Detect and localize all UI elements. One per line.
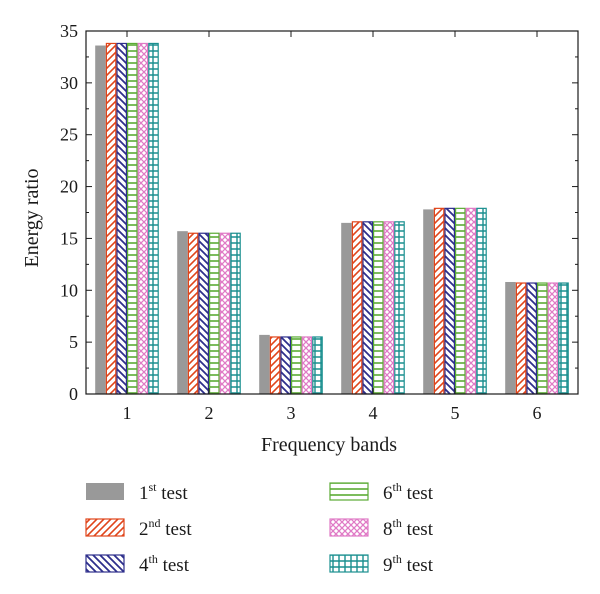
y-tick-label-20: 20 xyxy=(60,177,78,197)
x-tick-label-1: 1 xyxy=(123,403,132,423)
bar-2nd-band-3 xyxy=(269,336,281,395)
bar-4th-band-3 xyxy=(280,336,291,395)
bar-9th-band-5 xyxy=(476,207,487,395)
x-tick-label-2: 2 xyxy=(205,403,214,423)
legend-item-6th: 6th test xyxy=(329,480,434,504)
legend-swatch-8th xyxy=(329,518,369,537)
plot-frame xyxy=(85,30,579,395)
bar-1st-band-5 xyxy=(423,209,434,394)
bar-4th-band-1 xyxy=(116,42,127,395)
legend-label-9th: 9th test xyxy=(383,552,434,576)
x-tick-label-6: 6 xyxy=(533,403,542,423)
bar-2nd-band-2 xyxy=(187,232,199,395)
bar-8th-band-2 xyxy=(219,232,231,395)
y-tick-label-10: 10 xyxy=(60,280,78,300)
bar-1st-band-1 xyxy=(95,45,106,395)
bar-9th-band-4 xyxy=(394,221,405,395)
bar-2nd-band-5 xyxy=(433,207,445,395)
bar-9th-band-2 xyxy=(230,232,241,395)
x-tick-label-3: 3 xyxy=(287,403,296,423)
x-axis-title: Frequency bands xyxy=(261,434,397,456)
bar-6th-band-1 xyxy=(126,42,138,395)
bar-6th-band-3 xyxy=(291,336,302,395)
bar-6th-band-5 xyxy=(455,207,466,395)
legend-item-9th: 9th test xyxy=(329,552,434,576)
legend-item-2nd: 2nd test xyxy=(85,516,192,540)
x-tick-label-4: 4 xyxy=(369,403,378,423)
legend-swatch-9th xyxy=(329,554,369,573)
bar-6th-band-4 xyxy=(373,221,384,395)
y-tick-label-15: 15 xyxy=(60,228,78,248)
y-tick-label-25: 25 xyxy=(60,125,78,145)
bar-1st-band-2 xyxy=(177,231,188,394)
legend-swatch-6th xyxy=(329,482,369,501)
legend-label-2nd: 2nd test xyxy=(139,516,192,540)
legend: 1st test 2nd test 4th test 6th test 8th test… xyxy=(85,480,434,576)
legend-label-1st: 1st test xyxy=(139,480,188,504)
bar-2nd-band-1 xyxy=(105,42,117,395)
y-tick-label-5: 5 xyxy=(69,332,78,352)
legend-swatch-4th xyxy=(85,554,125,573)
legend-swatch-2nd xyxy=(85,518,125,537)
bar-9th-band-1 xyxy=(148,42,159,395)
bar-6th-band-2 xyxy=(209,232,220,395)
y-tick-label-0: 0 xyxy=(69,384,78,404)
bar-8th-band-5 xyxy=(465,207,477,395)
bar-6th-band-6 xyxy=(536,282,548,395)
bar-4th-band-6 xyxy=(526,282,537,395)
bar-4th-band-2 xyxy=(198,232,209,395)
y-axis-title: Energy ratio xyxy=(21,168,43,267)
ticks-layer: 0 5 10 15 20 25 30 35 1 2 3 4 5 6 xyxy=(60,21,578,423)
legend-item-4th: 4th test xyxy=(85,552,190,576)
x-tick-label-5: 5 xyxy=(451,403,460,423)
legend-item-8th: 8th test xyxy=(329,516,434,540)
bar-1st-band-4 xyxy=(341,222,352,394)
bar-8th-band-3 xyxy=(301,336,313,395)
bar-2nd-band-6 xyxy=(515,282,527,395)
legend-label-4th: 4th test xyxy=(139,552,190,576)
legend-label-8th: 8th test xyxy=(383,516,434,540)
bars-layer xyxy=(95,42,569,395)
y-tick-label-35: 35 xyxy=(60,21,78,41)
legend-swatch-1st xyxy=(86,483,124,500)
legend-item-1st: 1st test xyxy=(86,480,188,504)
bar-9th-band-6 xyxy=(558,282,569,395)
bar-9th-band-3 xyxy=(312,336,323,395)
bar-8th-band-4 xyxy=(383,221,395,395)
axes-layer xyxy=(85,30,579,395)
bar-1st-band-6 xyxy=(505,281,516,394)
bar-8th-band-6 xyxy=(547,282,559,395)
bar-4th-band-4 xyxy=(362,221,373,395)
bar-2nd-band-4 xyxy=(351,221,363,395)
y-tick-label-30: 30 xyxy=(60,73,78,93)
bar-8th-band-1 xyxy=(137,42,149,395)
bar-1st-band-3 xyxy=(259,334,270,394)
bar-4th-band-5 xyxy=(444,207,455,395)
legend-label-6th: 6th test xyxy=(383,480,434,504)
